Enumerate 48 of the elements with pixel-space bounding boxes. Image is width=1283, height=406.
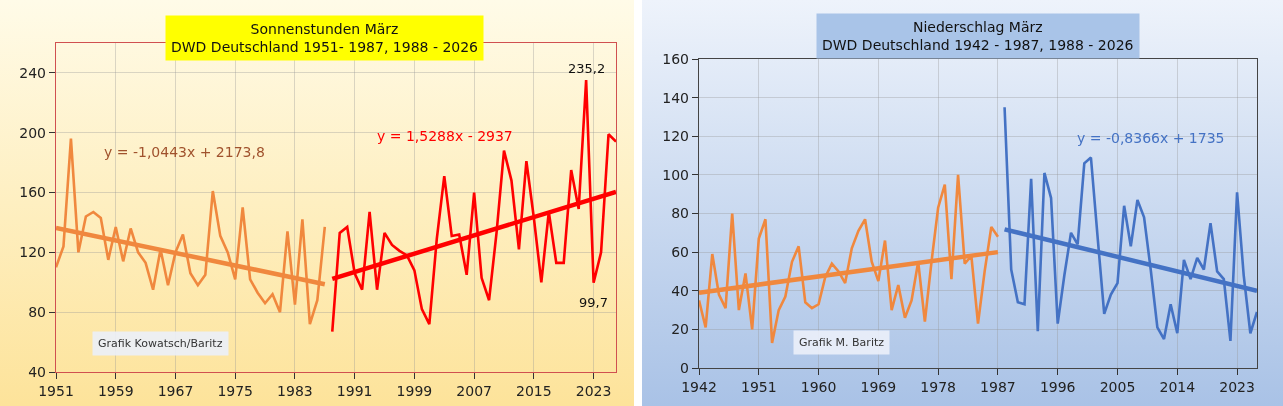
line-series [330,78,616,333]
x-tick-label: 2014 [1159,379,1196,395]
x-tick-label: 1951 [38,383,74,399]
x-tick-label: 1991 [336,383,373,399]
annotation: y = -0,8366x + 1735 [1077,130,1225,146]
y-tick-label: 160 [19,184,46,201]
y-tick-label: 0 [680,359,689,376]
y-tick-label: 140 [662,89,689,106]
y-tick-label: 60 [671,244,689,261]
x-tick-label: 2023 [575,383,612,399]
x-tick-label: 1969 [860,379,897,395]
x-tick-label: 2023 [1219,379,1255,395]
y-tick-label: 20 [671,321,689,338]
annotation: y = 1,5288x - 2937 [377,128,513,144]
x-tick-label: 1983 [277,383,313,399]
x-tick-label: 1978 [920,379,956,395]
annotation: 99,7 [579,295,608,310]
y-tick-label: 100 [662,166,689,183]
y-tick-label: 120 [662,128,689,145]
x-tick-label: 1942 [681,379,717,395]
x-tick-label: 1960 [800,379,837,395]
y-tick-label: 80 [28,304,46,321]
y-tick-label: 40 [671,282,689,299]
chart-title: Sonnenstunden März DWD Deutschland 1951- 1987, 1988 - 2026 [171,21,479,56]
x-tick-label: 2007 [456,383,492,399]
x-tick-label: 1959 [97,383,134,399]
line-series [699,173,1000,345]
y-tick-label: 120 [19,244,46,261]
line-series [56,137,327,326]
x-tick-label: 1951 [740,379,777,395]
x-tick-label: 2005 [1099,379,1136,395]
annotation: 235,2 [568,61,606,76]
y-tick-label: 40 [28,363,46,380]
annotation: y = -1,0443x + 2173,8 [104,144,265,160]
x-tick-label: 1999 [396,383,433,399]
y-tick-label: 200 [19,124,46,141]
chart-title: Niederschlag März DWD Deutschland 1942 - 1987, 1988 - 2026 [822,19,1134,54]
y-tick-label: 240 [19,64,46,81]
annotation: Grafik Kowatsch/Baritz [98,337,223,350]
line-series [1003,105,1257,343]
annotation: Grafik M. Baritz [799,336,885,349]
x-tick-label: 2015 [516,383,552,399]
x-tick-label: 1987 [980,379,1016,395]
x-tick-label: 1996 [1039,379,1076,395]
x-tick-label: 1975 [217,383,254,399]
y-tick-label: 160 [662,50,689,67]
y-tick-label: 80 [671,205,689,222]
x-tick-label: 1967 [157,383,194,399]
